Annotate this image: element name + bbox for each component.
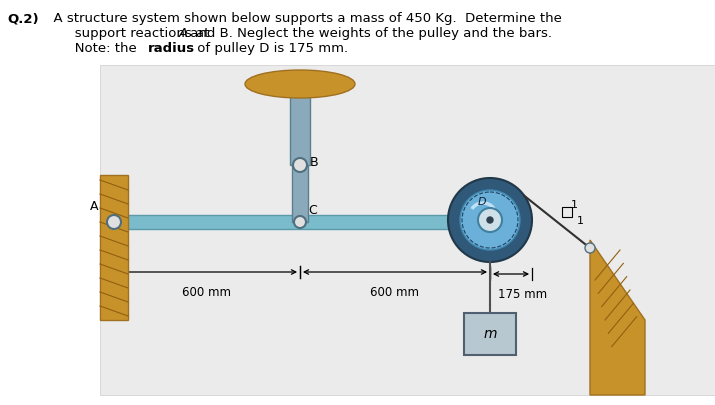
Bar — [100, 175, 128, 320]
Text: B: B — [310, 156, 319, 170]
Bar — [292, 158, 308, 222]
Bar — [562, 207, 572, 217]
Text: 600 mm: 600 mm — [370, 286, 420, 299]
Text: m: m — [483, 327, 497, 341]
Text: support reactions at: support reactions at — [45, 27, 214, 40]
Text: Q.2): Q.2) — [7, 12, 39, 25]
Text: C: C — [308, 203, 317, 217]
Circle shape — [293, 158, 307, 172]
Bar — [100, 65, 715, 395]
Circle shape — [294, 216, 306, 228]
Text: Note: the: Note: the — [45, 42, 141, 55]
Text: radius: radius — [148, 42, 195, 55]
Circle shape — [487, 217, 493, 223]
Bar — [290, 84, 310, 165]
Ellipse shape — [245, 70, 355, 98]
Text: 600 mm: 600 mm — [182, 286, 232, 299]
Bar — [110, 215, 490, 229]
Circle shape — [585, 243, 595, 253]
Text: and B. Neglect the weights of the pulley and the bars.: and B. Neglect the weights of the pulley… — [186, 27, 552, 40]
Circle shape — [107, 215, 121, 229]
Polygon shape — [590, 240, 645, 395]
Text: 1: 1 — [571, 200, 578, 210]
Text: of pulley D is 175 mm.: of pulley D is 175 mm. — [193, 42, 348, 55]
Text: 1: 1 — [577, 216, 583, 226]
Circle shape — [460, 190, 520, 250]
Text: A structure system shown below supports a mass of 450 Kg.  Determine the: A structure system shown below supports … — [45, 12, 562, 25]
Bar — [464, 313, 516, 355]
Text: A: A — [90, 200, 99, 213]
Text: 175 mm: 175 mm — [498, 288, 548, 301]
Text: A: A — [179, 27, 188, 40]
Circle shape — [448, 178, 532, 262]
Text: D: D — [478, 197, 487, 207]
Circle shape — [478, 208, 502, 232]
